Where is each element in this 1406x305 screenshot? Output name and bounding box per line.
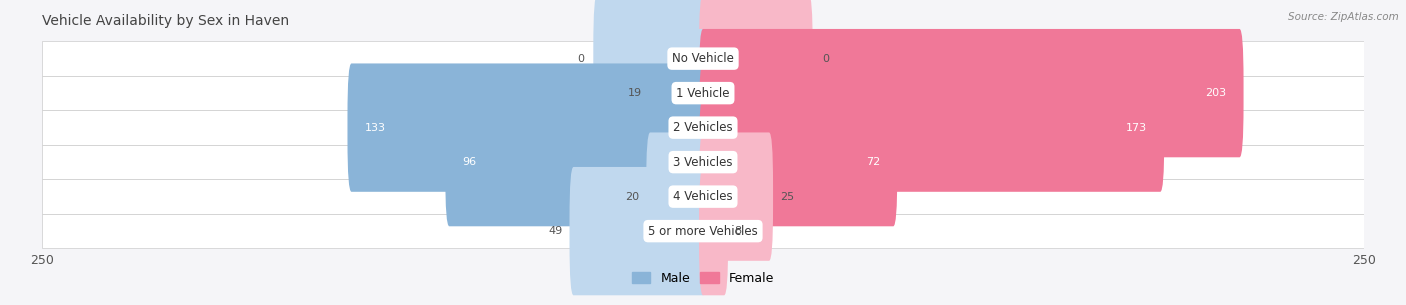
Text: Vehicle Availability by Sex in Haven: Vehicle Availability by Sex in Haven	[42, 14, 290, 27]
FancyBboxPatch shape	[699, 132, 773, 261]
FancyBboxPatch shape	[648, 29, 707, 157]
Bar	[42, 76, 1364, 110]
Text: No Vehicle: No Vehicle	[672, 52, 734, 65]
Text: Source: ZipAtlas.com: Source: ZipAtlas.com	[1288, 12, 1399, 22]
FancyBboxPatch shape	[569, 167, 707, 295]
Legend: Male, Female: Male, Female	[627, 267, 779, 290]
FancyBboxPatch shape	[446, 98, 707, 226]
Text: 72: 72	[866, 157, 880, 167]
Bar	[42, 41, 1364, 76]
FancyBboxPatch shape	[593, 0, 707, 123]
Text: 173: 173	[1126, 123, 1147, 133]
Text: 49: 49	[548, 226, 562, 236]
FancyBboxPatch shape	[699, 98, 897, 226]
Text: 5 or more Vehicles: 5 or more Vehicles	[648, 224, 758, 238]
Text: 2 Vehicles: 2 Vehicles	[673, 121, 733, 134]
Bar	[42, 179, 1364, 214]
Text: 4 Vehicles: 4 Vehicles	[673, 190, 733, 203]
Text: 19: 19	[628, 88, 643, 98]
Text: 96: 96	[463, 157, 477, 167]
Text: 0: 0	[823, 54, 830, 64]
Text: 20: 20	[626, 192, 640, 202]
FancyBboxPatch shape	[699, 63, 1164, 192]
FancyBboxPatch shape	[347, 63, 707, 192]
Text: 25: 25	[780, 192, 794, 202]
Bar	[42, 214, 1364, 248]
Text: 0: 0	[576, 54, 583, 64]
Bar	[42, 110, 1364, 145]
FancyBboxPatch shape	[699, 167, 728, 295]
FancyBboxPatch shape	[699, 0, 813, 123]
Text: 3 Vehicles: 3 Vehicles	[673, 156, 733, 169]
Bar	[42, 145, 1364, 179]
Text: 203: 203	[1205, 88, 1226, 98]
Text: 8: 8	[735, 226, 742, 236]
Text: 1 Vehicle: 1 Vehicle	[676, 87, 730, 100]
Text: 133: 133	[364, 123, 385, 133]
FancyBboxPatch shape	[647, 132, 707, 261]
FancyBboxPatch shape	[699, 29, 1243, 157]
